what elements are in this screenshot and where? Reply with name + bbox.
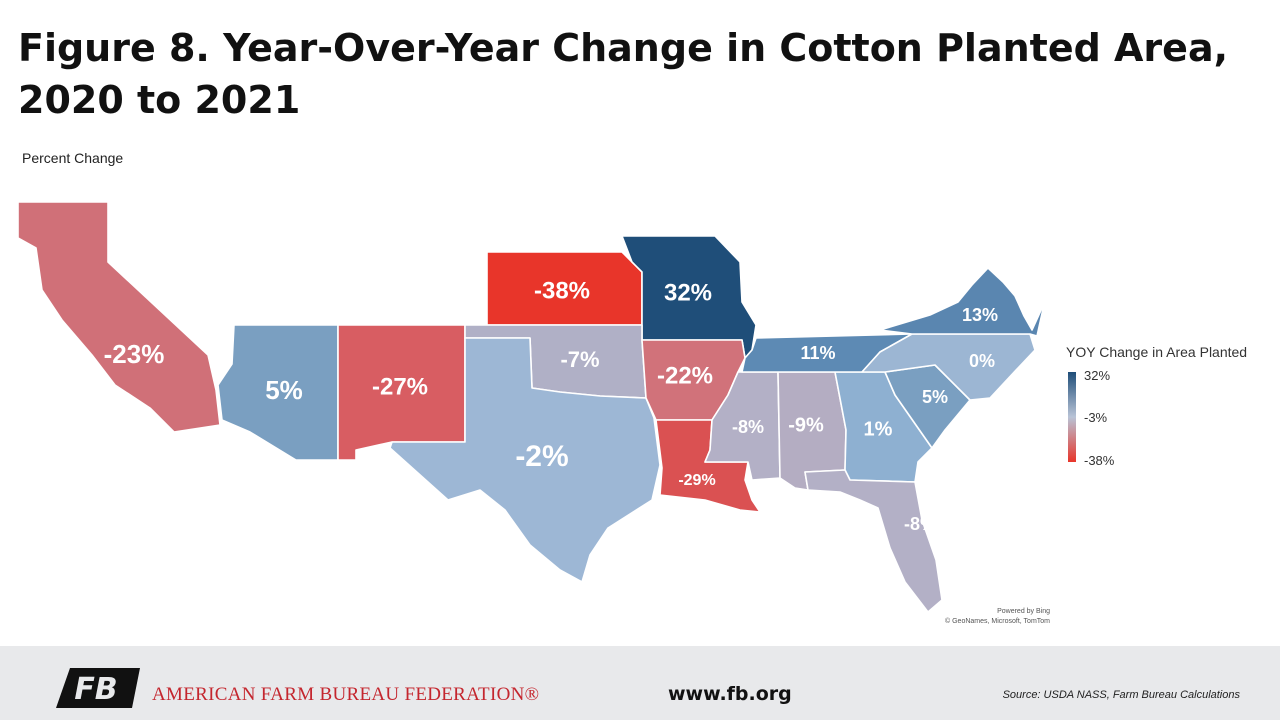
legend-title: YOY Change in Area Planted — [1066, 344, 1248, 360]
state-label-VA: 13% — [962, 305, 998, 325]
state-label-TX: -2% — [515, 440, 568, 473]
logo-letters: FB — [74, 672, 117, 707]
legend-min-label: -38% — [1084, 453, 1115, 468]
state-label-SC: 5% — [922, 387, 948, 407]
state-CA[interactable] — [17, 201, 221, 433]
state-VA[interactable] — [879, 267, 1046, 337]
attribution-line-2: © GeoNames, Microsoft, TomTom — [945, 618, 1050, 625]
footer-bar — [0, 646, 1280, 720]
state-label-AR: -22% — [657, 362, 713, 389]
state-label-CA: -23% — [104, 339, 165, 369]
farm-bureau-logo-icon: FB — [56, 668, 140, 708]
state-label-MS: -8% — [732, 417, 764, 437]
state-label-KS: -38% — [534, 277, 590, 304]
legend-max-label: 32% — [1084, 368, 1111, 383]
state-TX[interactable] — [389, 337, 661, 583]
state-label-TN: 11% — [800, 343, 835, 363]
map-attribution: Powered by Bing © GeoNames, Microsoft, T… — [900, 607, 1050, 627]
state-label-FL: -8% — [904, 514, 936, 534]
organization-name: AMERICAN FARM BUREAU FEDERATION® — [152, 684, 540, 705]
state-label-LA: -29% — [678, 472, 715, 489]
state-label-NC: 0% — [969, 351, 995, 371]
source-note: Source: USDA NASS, Farm Bureau Calculati… — [1002, 689, 1240, 701]
state-NC[interactable] — [861, 333, 1036, 401]
state-label-NM: -27% — [372, 373, 428, 400]
website-link[interactable]: www.fb.org — [668, 683, 792, 705]
attribution-line-1: Powered by Bing — [997, 608, 1050, 615]
legend-mid-label: -3% — [1084, 410, 1108, 425]
choropleth-map: -23% 5% -27% -38% 32% -7% -2% -22% -29% -8% -9% 1% -… — [17, 201, 1046, 613]
legend-color-bar — [1068, 372, 1076, 462]
state-FL[interactable] — [804, 469, 943, 613]
state-label-AL: -9% — [788, 414, 824, 436]
state-label-OK: -7% — [560, 347, 599, 372]
state-label-AZ: 5% — [265, 375, 303, 405]
page-title: Figure 8. Year-Over-Year Change in Cotto… — [18, 26, 1229, 122]
state-label-GA: 1% — [864, 418, 893, 440]
map-subtitle: Percent Change — [22, 150, 124, 166]
state-label-MO: 32% — [664, 279, 712, 306]
